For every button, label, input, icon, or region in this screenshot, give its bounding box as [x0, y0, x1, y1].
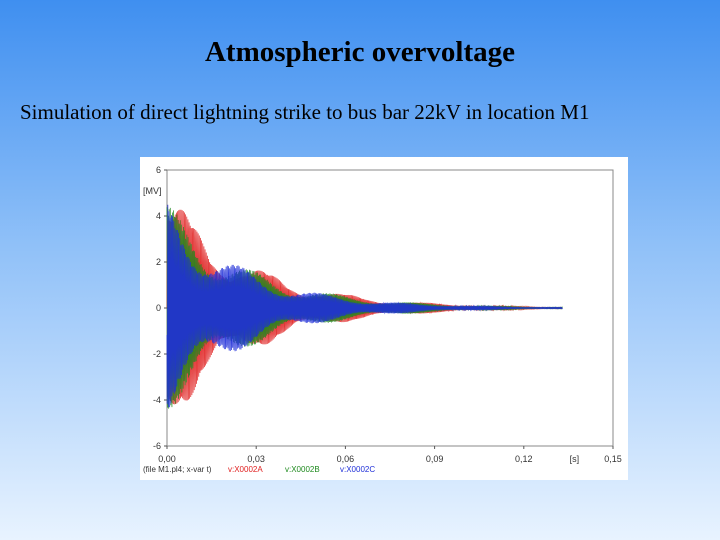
y-axis-unit-label: [MV]	[143, 186, 162, 196]
x-tick-label: 0,00	[158, 454, 176, 464]
legend-entry: v:X0002A	[228, 465, 263, 474]
legend-entry: v:X0002B	[285, 465, 320, 474]
y-tick-label: -4	[153, 395, 161, 405]
y-tick-label: 2	[156, 257, 161, 267]
y-tick-label: 0	[156, 303, 161, 313]
slide-title: Atmospheric overvoltage	[204, 36, 516, 68]
y-tick-label: -6	[153, 441, 161, 451]
chart-caption: (file M1.pl4; x-var t)	[143, 465, 212, 474]
x-axis-unit-label: [s]	[570, 454, 580, 464]
overvoltage-chart: 6 4 2 0 -2 -4 -6 [MV] 0,00 0,03 0,06 0,09 0,12 0,15 [s…	[143, 165, 622, 474]
y-tick-label: 6	[156, 165, 161, 175]
x-tick-label: 0,09	[426, 454, 444, 464]
x-tick-label: 0,03	[247, 454, 265, 464]
legend-entry: v:X0002C	[340, 465, 375, 474]
chart-panel: 6 4 2 0 -2 -4 -6 [MV] 0,00 0,03 0,06 0,09 0,12 0,15 [s…	[140, 157, 628, 480]
y-tick-label: 4	[156, 211, 161, 221]
series-line-vx0002c	[166, 204, 563, 408]
x-tick-label: 0,15	[604, 454, 622, 464]
y-tick-label: -2	[153, 349, 161, 359]
x-tick-label: 0,12	[515, 454, 533, 464]
x-tick-label: 0,06	[337, 454, 355, 464]
slide-subtitle: Simulation of direct lightning strike to…	[20, 100, 590, 124]
